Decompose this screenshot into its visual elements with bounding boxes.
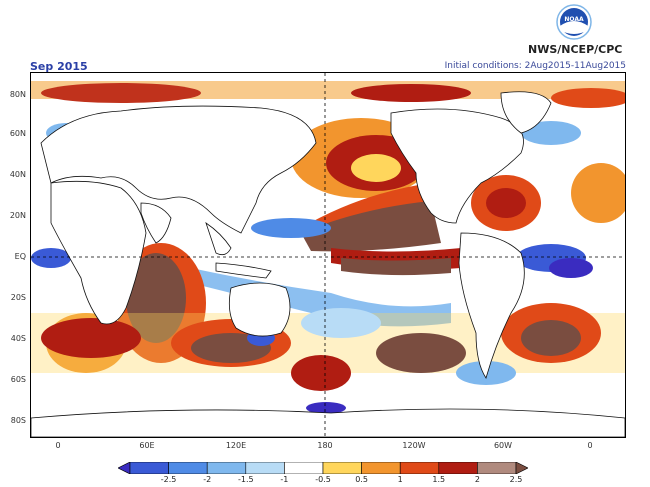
colorbar-label: 2 [474, 475, 480, 484]
lat-label: 60S [10, 375, 26, 384]
lon-label: 120E [225, 441, 247, 450]
colorbar-label: -2 [203, 475, 212, 484]
colorbar-segment [438, 462, 478, 474]
lat-label: 20S [10, 293, 26, 302]
lat-label: EQ [14, 252, 26, 261]
colorbar [118, 462, 528, 474]
noaa-logo-text: NOAA [564, 16, 584, 23]
map-title: Sep 2015 [30, 60, 88, 73]
continents [31, 91, 625, 437]
sst-anomaly-map [31, 73, 625, 437]
colorbar-label: 1.5 [432, 475, 446, 484]
colorbar-label: 1 [397, 475, 403, 484]
colorbar-segment [206, 462, 247, 474]
colorbar-segment [477, 462, 517, 474]
colorbar-segment [515, 462, 528, 474]
lat-label: 80N [9, 90, 26, 99]
noaa-logo: NOAA [556, 4, 592, 40]
colorbar-segment [168, 462, 208, 474]
lon-label: 0 [55, 441, 61, 450]
lon-label: 180 [317, 441, 333, 450]
lat-label: 80S [10, 416, 26, 425]
lon-label: 0 [587, 441, 593, 450]
initial-conditions: Initial conditions: 2Aug2015-11Aug2015 [444, 61, 626, 71]
lon-label: 60E [139, 441, 155, 450]
colorbar-label: -2.5 [160, 475, 177, 484]
colorbar-segment [399, 462, 440, 474]
colorbar-label: -1.5 [237, 475, 254, 484]
colorbar-segment [118, 462, 131, 474]
lat-label: 20N [9, 211, 26, 220]
colorbar-segment [284, 462, 324, 474]
colorbar-segment [245, 462, 285, 474]
colorbar-segment [129, 462, 169, 474]
lon-label: 60W [493, 441, 513, 450]
colorbar-label: 0.5 [355, 475, 368, 484]
lat-label: 40S [10, 334, 26, 343]
colorbar-segment [322, 462, 362, 474]
colorbar-label: -0.5 [315, 475, 331, 484]
colorbar-label: 2.5 [509, 475, 523, 484]
agency-label: NWS/NCEP/CPC [528, 43, 623, 56]
colorbar-label: -1 [280, 475, 289, 484]
lat-label: 40N [9, 170, 26, 179]
lat-label: 60N [9, 129, 26, 138]
lon-label: 120W [402, 441, 426, 450]
map-frame [30, 72, 626, 438]
colorbar-segment [361, 462, 401, 474]
